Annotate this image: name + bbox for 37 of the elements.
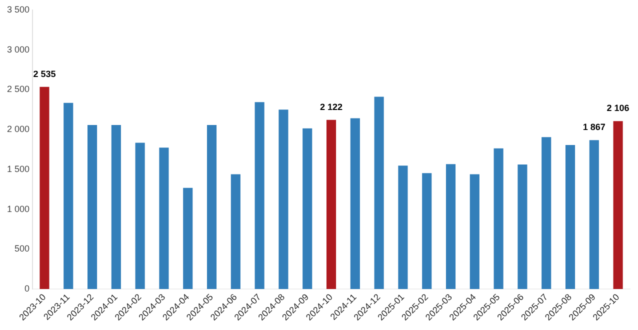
bar	[422, 173, 432, 290]
bar	[159, 148, 169, 290]
bar	[565, 144, 576, 290]
bar	[446, 164, 456, 290]
y-tick-label: 1 500	[6, 164, 30, 174]
bar	[613, 121, 623, 290]
y-tick-label: 2 000	[6, 124, 30, 134]
data-label: 1 867	[582, 122, 606, 132]
bar	[40, 86, 50, 290]
data-label: 2 106	[606, 103, 630, 114]
bar	[589, 140, 599, 290]
y-tick-label: 2 500	[6, 84, 30, 94]
bar	[87, 125, 98, 290]
bar	[398, 166, 408, 290]
bar	[278, 110, 288, 290]
bar	[230, 174, 240, 290]
bar	[326, 120, 336, 290]
bar	[494, 148, 504, 290]
bar	[302, 128, 312, 290]
y-tick-label: 0	[24, 283, 30, 294]
bar	[518, 164, 528, 290]
bar	[183, 188, 193, 290]
bar	[470, 174, 480, 290]
y-tick-label: 3 000	[6, 44, 30, 54]
bar	[542, 137, 552, 290]
data-label: 2 122	[320, 102, 343, 112]
bar	[111, 125, 121, 290]
bar	[206, 125, 217, 290]
bar	[135, 142, 145, 290]
bar	[64, 102, 74, 290]
data-label: 2 535	[33, 68, 56, 79]
bar	[374, 96, 384, 290]
bar	[254, 102, 264, 290]
y-tick-label: 500	[14, 244, 30, 254]
bar	[350, 118, 360, 290]
y-tick-label: 1 000	[6, 204, 30, 214]
y-tick-label: 3 500	[6, 4, 30, 14]
